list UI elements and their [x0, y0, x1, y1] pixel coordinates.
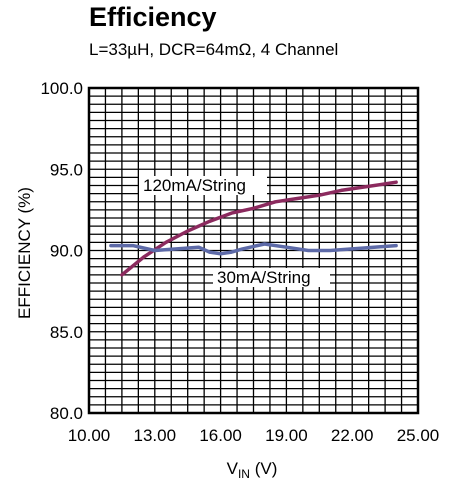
x-axis-label-subscript: IN [238, 467, 250, 481]
x-tick-label: 13.00 [134, 426, 177, 445]
y-tick-label: 100.0 [40, 79, 83, 98]
y-tick-labels: 80.0 85.0 90.0 95.0 100.0 [40, 79, 83, 423]
y-axis-label: EFFICIENCY (%) [15, 187, 34, 319]
x-axis-label-main: V [227, 459, 239, 478]
grid-lines [89, 88, 418, 413]
series-line-120ma [120, 180, 398, 277]
chart-title: Efficiency [89, 2, 217, 32]
x-tick-label: 10.00 [68, 426, 111, 445]
y-tick-label: 85.0 [50, 323, 83, 342]
annotation-30ma: 30mA/String [217, 268, 311, 287]
x-tick-label: 19.00 [265, 426, 308, 445]
y-tick-label: 90.0 [50, 242, 83, 261]
x-tick-label: 22.00 [331, 426, 374, 445]
series-annotations: 120mA/String 30mA/String [139, 176, 330, 287]
x-tick-label: 16.00 [199, 426, 242, 445]
series-lines [109, 180, 398, 277]
chart-subtitle: L=33µH, DCR=64mΩ, 4 Channel [89, 40, 339, 59]
annotation-120ma-bg [139, 176, 267, 195]
x-axis-label-unit: (V) [250, 459, 277, 478]
x-tick-labels: 10.00 13.00 16.00 19.00 22.00 25.00 [68, 426, 440, 445]
x-axis-label: VIN (V) [227, 459, 278, 481]
x-tick-label: 25.00 [397, 426, 440, 445]
plot-frame [87, 86, 420, 415]
y-tick-label: 80.0 [50, 404, 83, 423]
y-tick-label: 95.0 [50, 160, 83, 179]
series-line-30ma [109, 242, 398, 256]
annotation-30ma-bg [213, 268, 330, 287]
annotation-120ma: 120mA/String [143, 176, 246, 195]
